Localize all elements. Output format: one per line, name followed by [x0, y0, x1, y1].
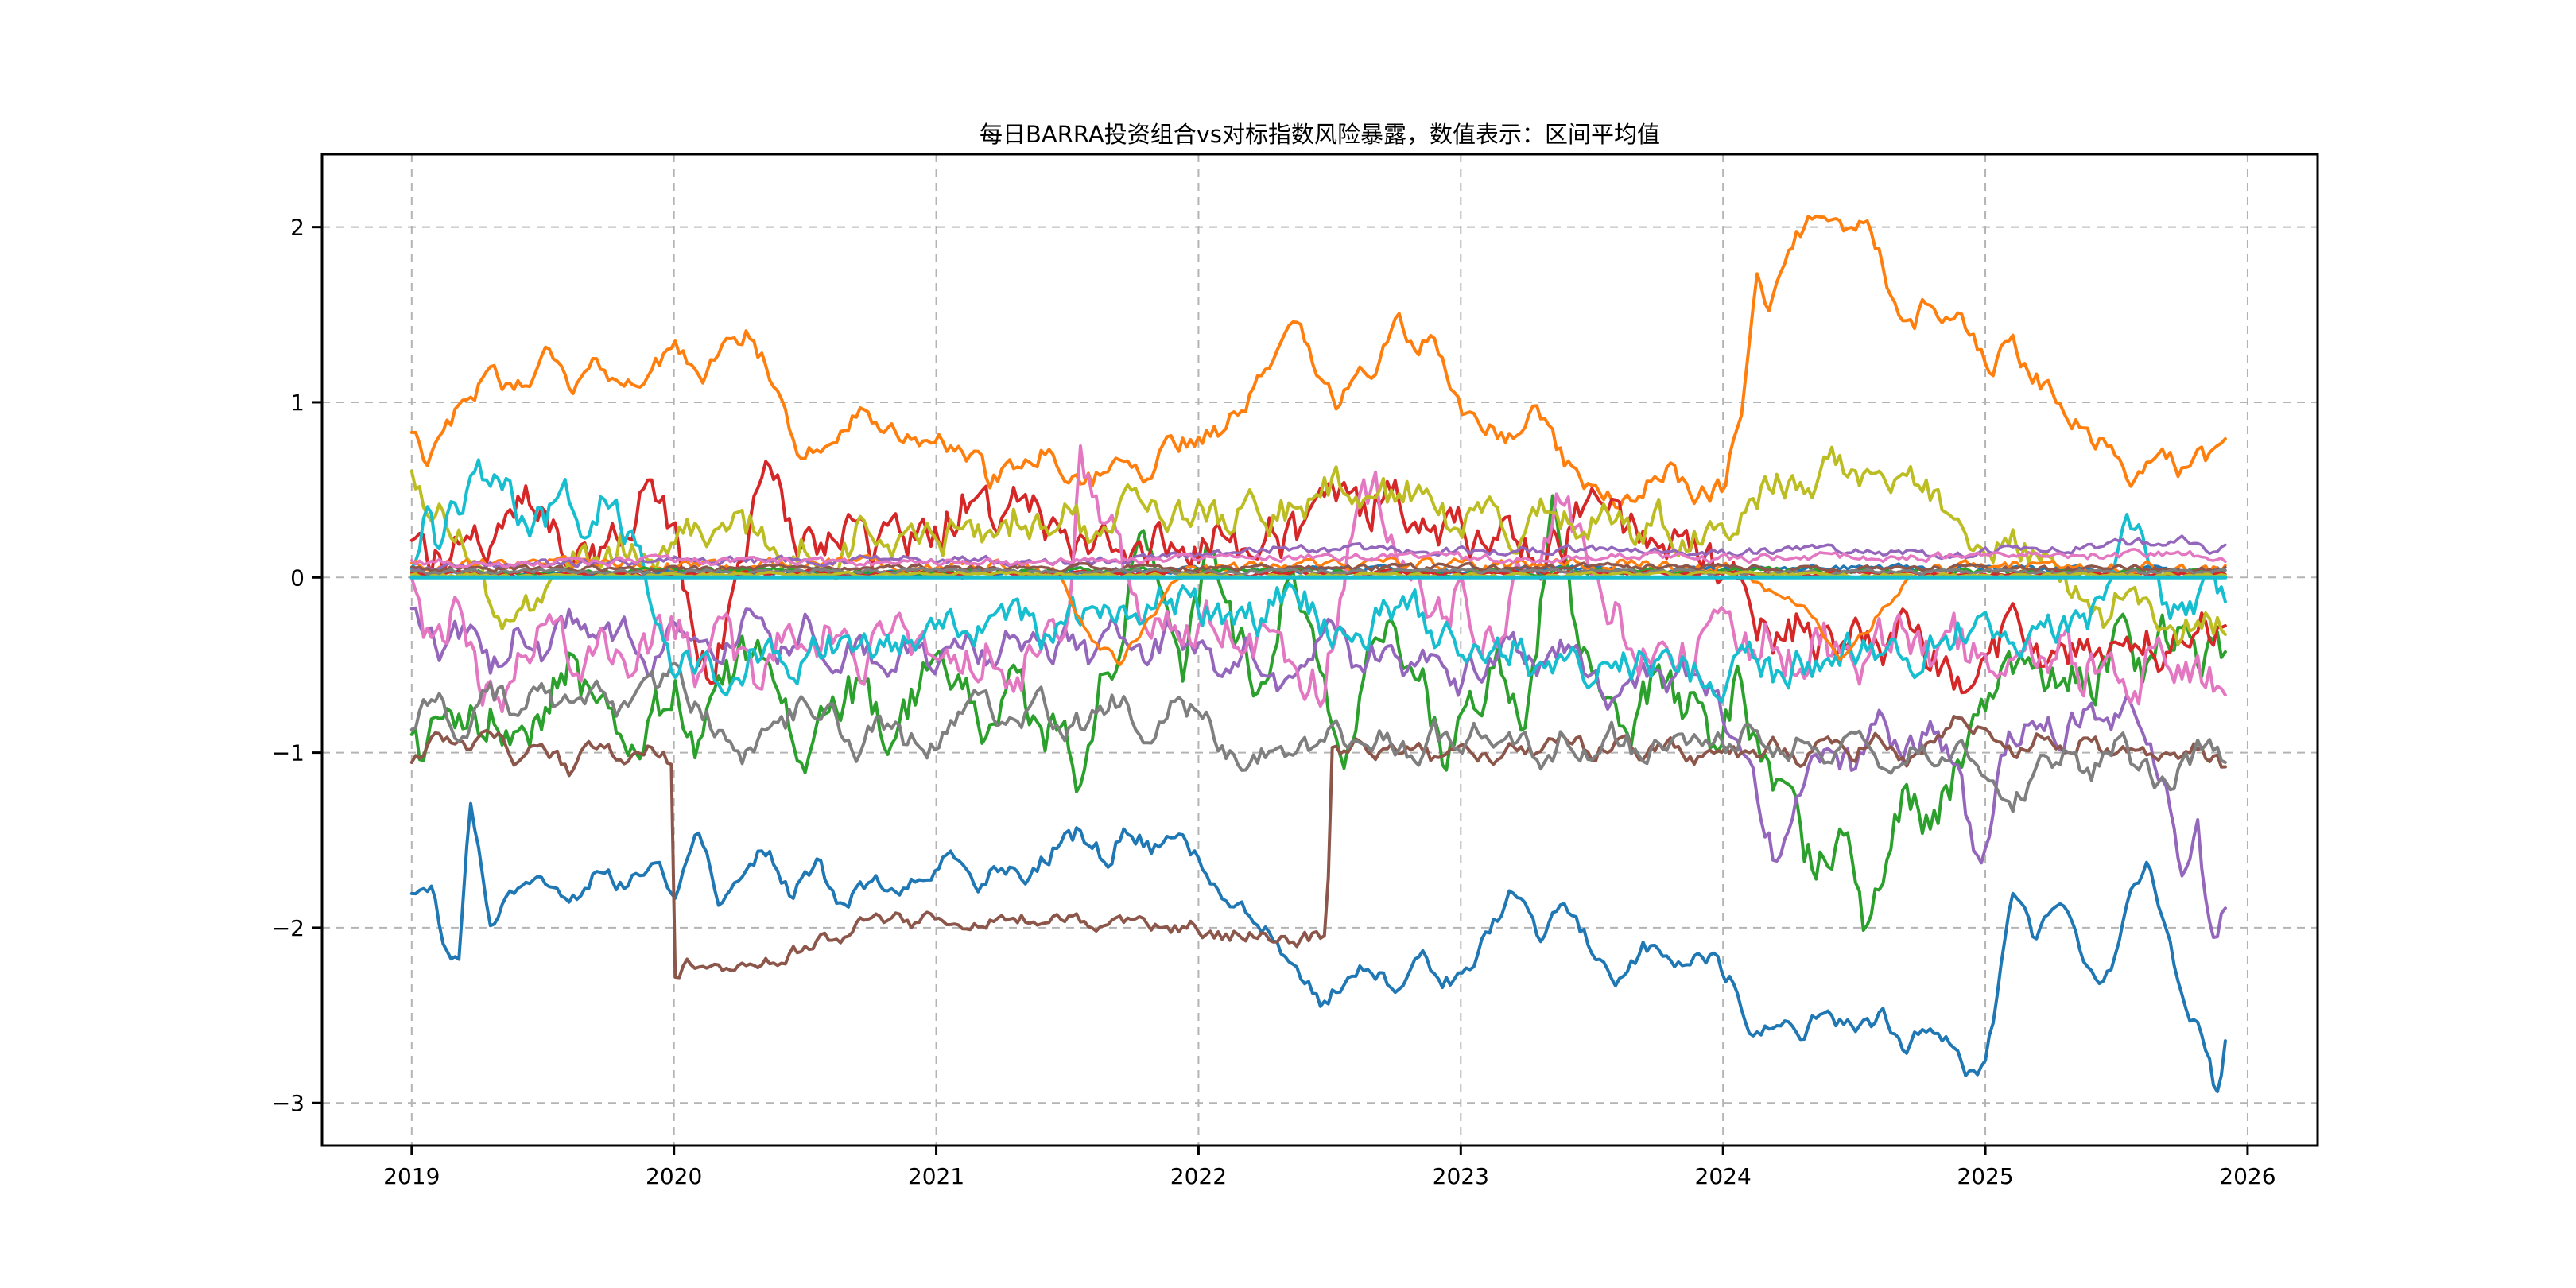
series-line-S05: [409, 606, 2227, 939]
series-line-S06: [409, 715, 2227, 980]
x-tick-label-2026: 2026: [2219, 1163, 2275, 1189]
y-tick-label--3: −3: [272, 1090, 305, 1116]
x-tick-label-2022: 2022: [1170, 1163, 1227, 1189]
plot-frame: [320, 153, 2319, 1147]
series-line-S01: [409, 801, 2227, 1094]
series-line-S08: [409, 661, 2227, 813]
tick-labels: 2019 2020 2021 2022 2023 2024 2025 2026 −3 −2 −1 0 1…: [272, 215, 2276, 1189]
y-tick-label-1: 1: [290, 390, 305, 416]
x-tick-label-2024: 2024: [1695, 1163, 1752, 1189]
x-tick-label-2023: 2023: [1433, 1163, 1489, 1189]
series-line-S16: [410, 561, 2227, 574]
y-tick-label--1: −1: [272, 740, 305, 766]
series-line-S02: [409, 214, 2227, 510]
series-lines: [409, 214, 2228, 1094]
series-line-S18: [410, 566, 2227, 577]
chart-title: 每日BARRA投资组合vs对标指数风险暴露，数值表示：区间平均值: [980, 121, 1660, 148]
x-tick-label-2021: 2021: [908, 1163, 964, 1189]
y-tick-label-2: 2: [290, 215, 305, 241]
y-tick-label--2: −2: [272, 915, 305, 941]
y-tick-label-0: 0: [290, 564, 305, 591]
series-line-S03: [409, 494, 2227, 932]
series-line-S17: [410, 548, 2227, 569]
x-tick-label-2020: 2020: [646, 1163, 702, 1189]
series-line-S04: [409, 460, 2227, 695]
series-line-S10: [409, 458, 2227, 704]
x-tick-label-2025: 2025: [1957, 1163, 2013, 1189]
series-line-S09: [409, 445, 2227, 646]
series-line-S07: [409, 444, 2227, 714]
axes: [320, 153, 2319, 1147]
grid-lines: [322, 154, 2318, 1146]
series-line-S15: [410, 534, 2227, 572]
x-tick-label-2019: 2019: [383, 1163, 440, 1189]
